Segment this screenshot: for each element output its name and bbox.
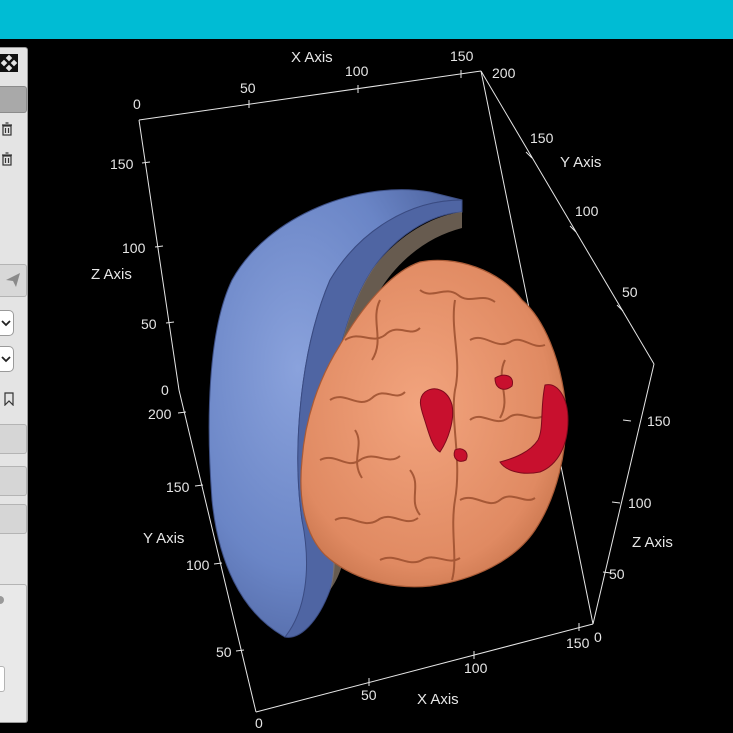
right-z-axis-line <box>592 363 655 625</box>
left-y-ticks: 200 150 100 50 0 <box>148 406 263 731</box>
tick-label: 0 <box>161 382 169 398</box>
send-icon[interactable] <box>5 272 21 288</box>
left-z-axis-line <box>138 119 180 391</box>
input-field[interactable] <box>0 666 5 692</box>
trash-icon[interactable] <box>1 122 13 136</box>
panel-row[interactable] <box>0 466 27 496</box>
tick-label: 100 <box>464 660 488 676</box>
tick-label: 50 <box>609 566 625 582</box>
tick-label: 100 <box>628 495 652 511</box>
tick-label: 100 <box>575 203 599 219</box>
left-z-axis-label: Z Axis <box>91 266 132 283</box>
tick-label: 50 <box>361 687 377 703</box>
tick-label: 150 <box>647 413 671 429</box>
tick-label: 150 <box>450 48 474 64</box>
bottom-x-axis-label: X Axis <box>417 691 459 708</box>
tick-label: 50 <box>141 316 157 332</box>
tick-label: 150 <box>110 156 134 172</box>
tick-label: 200 <box>148 406 172 422</box>
active-layer-row[interactable] <box>0 86 27 113</box>
bookmark-icon[interactable] <box>4 392 14 406</box>
left-z-ticks: 150 100 50 0 <box>110 156 169 398</box>
tick-label: 50 <box>240 80 256 96</box>
tick-label: 150 <box>530 130 554 146</box>
tick-label: 0 <box>255 715 263 731</box>
tick-label: 150 <box>566 635 590 651</box>
left-y-axis-line <box>178 389 257 713</box>
bottom-x-ticks: 50 100 150 <box>361 635 590 703</box>
chevron-down-icon <box>1 356 11 363</box>
tick-label: 50 <box>622 284 638 300</box>
tick-label: 0 <box>133 96 141 112</box>
tick-label: 150 <box>166 479 190 495</box>
tick-label: 100 <box>186 557 210 573</box>
axes-wireframe <box>138 70 655 713</box>
tick-label: 200 <box>492 65 516 81</box>
lesion-mesh[interactable] <box>419 374 569 474</box>
tick-label: 50 <box>216 644 232 660</box>
panel-section <box>0 584 27 722</box>
top-x-axis-line <box>138 70 482 121</box>
top-y-ticks: 150 100 50 <box>530 130 638 300</box>
slider-handle[interactable] <box>0 596 4 604</box>
trash-icon[interactable] <box>1 152 13 166</box>
3d-render-scene[interactable]: 0 50 100 150 200 X Axis 150 100 50 Y Axi… <box>0 39 733 733</box>
chevron-down-icon <box>1 320 11 327</box>
expand-icon[interactable] <box>0 54 18 72</box>
panel-row[interactable] <box>0 504 27 534</box>
top-x-axis-label: X Axis <box>291 49 333 66</box>
tick-label: 100 <box>345 63 369 79</box>
app-header-bar <box>0 0 733 39</box>
top-y-axis-line <box>480 70 655 365</box>
dropdown-select-1[interactable] <box>0 310 14 336</box>
top-x-ticks: 0 50 100 150 200 <box>133 48 516 112</box>
top-y-axis-label: Y Axis <box>560 154 601 171</box>
right-z-axis-label: Z Axis <box>632 534 673 551</box>
bottom-x-axis-line <box>255 623 594 713</box>
tick-label: 0 <box>594 629 602 645</box>
right-z-ticks: 150 100 50 0 <box>594 413 671 645</box>
left-y-axis-label: Y Axis <box>143 530 184 547</box>
panel-row[interactable] <box>0 424 27 454</box>
dropdown-select-2[interactable] <box>0 346 14 372</box>
axis-ticks <box>141 70 632 686</box>
tick-label: 100 <box>122 240 146 256</box>
control-panel[interactable] <box>0 47 28 723</box>
